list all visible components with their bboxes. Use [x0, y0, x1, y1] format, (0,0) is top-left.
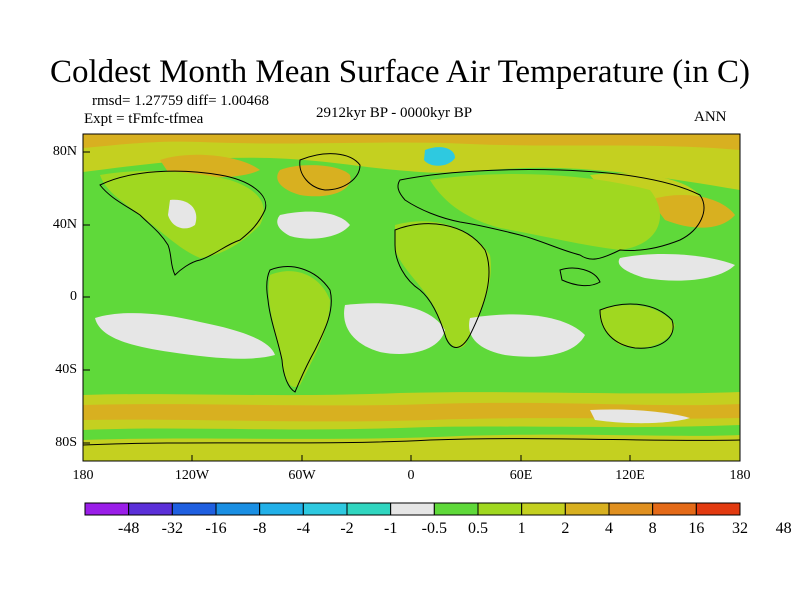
south-atlantic-neutral-patch	[344, 303, 445, 354]
latitude-ticks	[83, 151, 90, 444]
antarctica-coast	[83, 438, 740, 446]
southern-ocean-warmer-band	[83, 402, 740, 422]
colorbar-label: 2	[561, 520, 570, 537]
south-america-tint	[268, 271, 330, 388]
colorbar-label: 48	[775, 520, 792, 537]
colorbar-label: 0.5	[468, 520, 488, 537]
lon-label-120e: 120E	[615, 468, 645, 483]
lon-label-180e: 180	[729, 468, 751, 483]
colorbar-label: -16	[205, 520, 227, 537]
colorbar-box	[564, 502, 610, 516]
colorbar-box	[128, 502, 173, 516]
arctic-warm-band	[83, 134, 740, 190]
colorbar-label: 16	[688, 520, 705, 537]
lon-label-60w: 60W	[288, 468, 316, 483]
lon-label-60e: 60E	[509, 468, 533, 483]
north-pacific-neutral-patch	[618, 254, 735, 281]
colorbar-label: -1	[383, 520, 398, 537]
period-text: 2912kyr BP - 0000kyr BP	[316, 105, 473, 121]
colorbar-label: -8	[252, 520, 267, 537]
north-america-coast	[99, 170, 267, 276]
colorbar-box	[695, 502, 741, 516]
colorbar-box	[652, 502, 697, 516]
colorbar-box	[433, 502, 479, 516]
season-text: ANN	[694, 109, 727, 125]
canada-warm-patch	[160, 154, 260, 178]
africa-tint	[395, 221, 491, 349]
colorbar-label: 1	[517, 520, 526, 537]
east-asia-warm-patch	[650, 195, 735, 228]
colorbar-box	[608, 502, 654, 516]
colorbar-label: -4	[296, 520, 310, 537]
colorbar-box	[171, 502, 217, 516]
maritime-continent-coast	[559, 267, 601, 287]
lon-label-0: 0	[407, 468, 415, 483]
greenland-coast	[299, 153, 361, 191]
indian-ocean-neutral-patch	[469, 314, 585, 357]
lat-label-40n: 40N	[52, 217, 77, 232]
lat-label-80n: 80N	[52, 144, 77, 159]
colorbar-label: 4	[605, 520, 613, 537]
lon-label-180w: 180	[72, 468, 94, 483]
north-atlantic-neutral-patch	[277, 211, 350, 239]
colorbar-box	[84, 502, 130, 516]
africa-coast	[394, 223, 490, 348]
lat-label-0: 0	[70, 289, 77, 304]
colorbar-box	[302, 502, 348, 516]
north-america-neutral-patch	[168, 199, 197, 229]
colorbar-label: -2	[340, 520, 354, 537]
colorbar-box	[521, 502, 566, 516]
colorbar-box	[390, 502, 435, 516]
south-america-coast	[266, 266, 332, 393]
barents-sea-cold-patch	[424, 147, 455, 166]
longitude-ticks	[82, 455, 741, 461]
lat-label-40s: 40S	[55, 362, 77, 377]
temperature-field	[83, 134, 740, 461]
colorbar-box	[259, 502, 304, 516]
colorbar-box	[346, 502, 392, 516]
eurasia-coast	[397, 168, 705, 260]
coastlines	[83, 153, 740, 446]
colorbar-label: 8	[648, 520, 657, 537]
colorbar-label: -48	[117, 520, 140, 537]
colorbar-box	[215, 502, 261, 516]
rmsd-diff-text: rmsd= 1.27759 diff= 1.00468	[92, 93, 270, 109]
eurasia-tint	[430, 174, 660, 250]
greenland-warm-patch	[277, 165, 351, 197]
experiment-text: Expt = tFmfc-tfmea	[84, 111, 204, 127]
colorbar-label: -0.5	[421, 520, 447, 537]
colorbar	[84, 502, 741, 516]
south-pacific-neutral-patch	[95, 313, 275, 359]
lat-label-80s: 80S	[55, 435, 77, 450]
antarctica-warm-band	[83, 434, 740, 461]
colorbar-label: 32	[732, 520, 748, 537]
southern-ocean-neutral-patch	[590, 409, 690, 424]
arctic-warmer-band	[83, 134, 740, 150]
colorbar-label: -32	[161, 520, 183, 537]
australia-tint	[599, 305, 675, 348]
colorbar-box	[477, 502, 523, 516]
australia-coast	[599, 303, 674, 349]
lon-label-120w: 120W	[174, 468, 210, 483]
chart-title: Coldest Month Mean Surface Air Temperatu…	[50, 54, 750, 90]
